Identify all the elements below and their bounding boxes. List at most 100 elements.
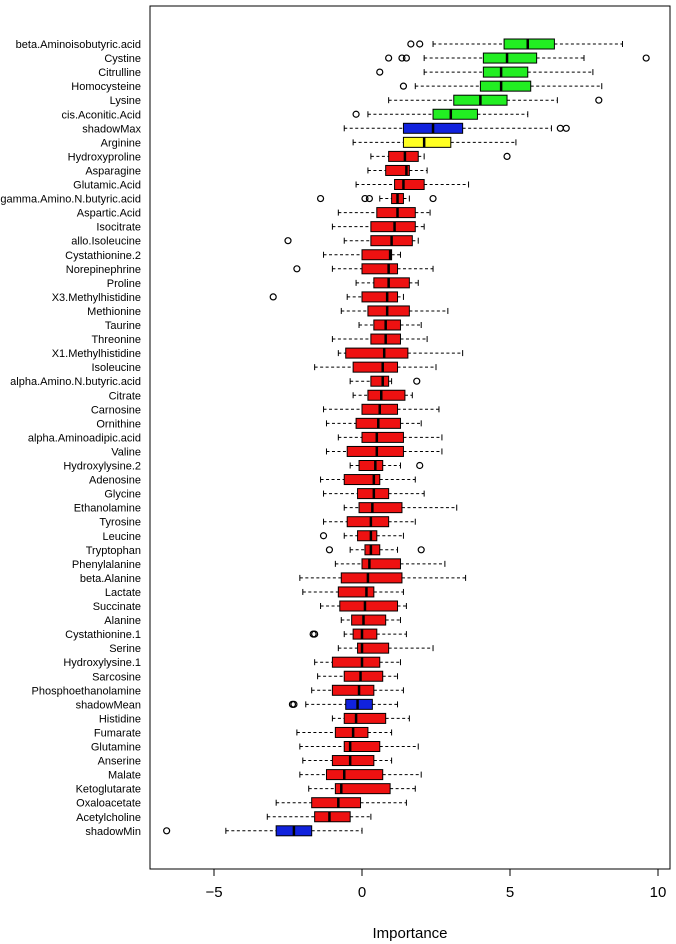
outlier-point: [352, 110, 360, 118]
box-Methionine: Methionine: [87, 305, 449, 318]
row-label: Phosphoethanolamine: [32, 685, 141, 697]
outlier-point: [556, 124, 564, 132]
row-label: Phenylalanine: [72, 559, 141, 571]
row-label: beta.Alanine: [80, 573, 141, 585]
outlier-point: [290, 700, 298, 708]
outlier-point: [595, 96, 603, 104]
box-rejected: [361, 431, 404, 443]
row-label: Leucine: [102, 531, 141, 543]
box-Citrate: Citrate: [109, 389, 413, 402]
outlier-point: [316, 194, 325, 203]
box-Histidine: Histidine: [99, 712, 410, 725]
box-rejected: [343, 670, 384, 682]
box-allo.Isoleucine: allo.Isoleucine: [71, 235, 419, 248]
box-rejected: [367, 389, 406, 401]
outlier-point: [503, 152, 511, 160]
box-Malate: Malate: [108, 769, 422, 782]
box-Isoleucine: Isoleucine: [91, 361, 437, 374]
row-label: Glutamine: [91, 742, 141, 754]
box-Glycine: Glycine: [104, 488, 425, 501]
row-label: Sarcosine: [92, 671, 141, 683]
x-tick-label: 10: [650, 884, 667, 901]
outlier-point: [642, 54, 650, 62]
row-label: Cystathionine.2: [65, 250, 141, 262]
row-label: Glutamic.Acid: [73, 180, 141, 192]
row-label: Methionine: [87, 306, 141, 318]
row-label: beta.Aminoisobutyric.acid: [16, 39, 141, 51]
outlier-point: [269, 293, 277, 301]
outlier-point: [376, 68, 384, 76]
row-label: Ornithine: [96, 418, 141, 430]
box-rejected: [311, 797, 362, 809]
outlier-point: [407, 40, 415, 48]
outlier-point: [416, 40, 424, 48]
box-Tryptophan: Tryptophan: [86, 544, 425, 557]
box-Aspartic.Acid: Aspartic.Acid: [77, 207, 431, 220]
row-label: Carnosine: [91, 404, 141, 416]
box-Phosphoethanolamine: Phosphoethanolamine: [32, 684, 404, 697]
box-tentative: [402, 136, 452, 148]
box-confirmed: [503, 38, 555, 50]
outlier-point: [402, 54, 410, 62]
outlier-point: [284, 237, 292, 245]
box-Glutamine: Glutamine: [91, 741, 419, 754]
outlier-point: [319, 532, 328, 540]
box-shadow: [345, 698, 373, 710]
outlier-point: [398, 54, 406, 62]
box-gamma.Amino.N.butyric.acid: gamma.Amino.N.butyric.acid: [0, 193, 437, 206]
box-Succinate: Succinate: [93, 600, 407, 613]
row-label: Aspartic.Acid: [77, 208, 141, 220]
outlier-point: [361, 194, 369, 203]
box-rejected: [343, 741, 381, 752]
box-rejected: [331, 684, 375, 696]
outlier-point: [413, 377, 421, 385]
box-Sarcosine: Sarcosine: [92, 670, 399, 683]
box-shadowMean: shadowMean: [76, 698, 399, 711]
box-Ketoglutarate: Ketoglutarate: [76, 783, 416, 796]
box-Hydroxylysine.2: Hydroxylysine.2: [63, 460, 424, 473]
row-label: Histidine: [99, 713, 141, 725]
box-rejected: [352, 628, 378, 640]
row-label: Succinate: [93, 601, 141, 613]
row-label: Tryptophan: [86, 545, 141, 557]
box-rejected: [364, 544, 381, 556]
row-label: Adenosine: [89, 475, 141, 487]
box-alpha.Amino.N.butyric.acid: alpha.Amino.N.butyric.acid: [10, 375, 421, 388]
box-rejected: [343, 474, 381, 486]
box-Proline: Proline: [107, 277, 419, 290]
box-rejected: [337, 586, 375, 598]
box-rejected: [367, 305, 410, 317]
row-label: Cystathionine.1: [65, 629, 141, 641]
row-label: shadowMin: [85, 826, 141, 838]
box-rejected: [358, 502, 403, 514]
box-Phenylalanine: Phenylalanine: [72, 558, 446, 571]
row-label: shadowMax: [82, 123, 141, 135]
outlier-point: [365, 194, 373, 203]
box-rejected: [357, 530, 378, 542]
row-label: X1.Methylhistidine: [52, 348, 141, 360]
row-label: Ketoglutarate: [76, 784, 141, 796]
box-Tyrosine: Tyrosine: [99, 516, 416, 529]
box-Leucine: Leucine: [102, 530, 404, 543]
box-X1.Methylhistidine: X1.Methylhistidine: [52, 347, 464, 360]
x-axis: −5 0 5 10: [205, 868, 667, 901]
outlier-point: [293, 265, 301, 273]
x-tick-label: 5: [506, 884, 514, 901]
box-rejected: [361, 263, 399, 275]
box-rejected: [334, 783, 391, 795]
row-label: Cystine: [104, 53, 141, 65]
box-confirmed: [482, 66, 529, 78]
box-Isocitrate: Isocitrate: [96, 221, 425, 234]
box-shadowMin: shadowMin: [85, 825, 363, 838]
outlier-point: [562, 124, 570, 132]
row-label: Lysine: [110, 95, 141, 107]
row-label: Norepinephrine: [66, 264, 141, 276]
outlier-point: [416, 461, 424, 470]
box-rejected: [331, 656, 381, 668]
row-label: X3.Methylhistidine: [52, 292, 141, 304]
box-rejected: [376, 207, 416, 219]
row-label: Malate: [108, 770, 141, 782]
box-Lactate: Lactate: [105, 586, 404, 599]
row-label: Serine: [109, 643, 141, 655]
